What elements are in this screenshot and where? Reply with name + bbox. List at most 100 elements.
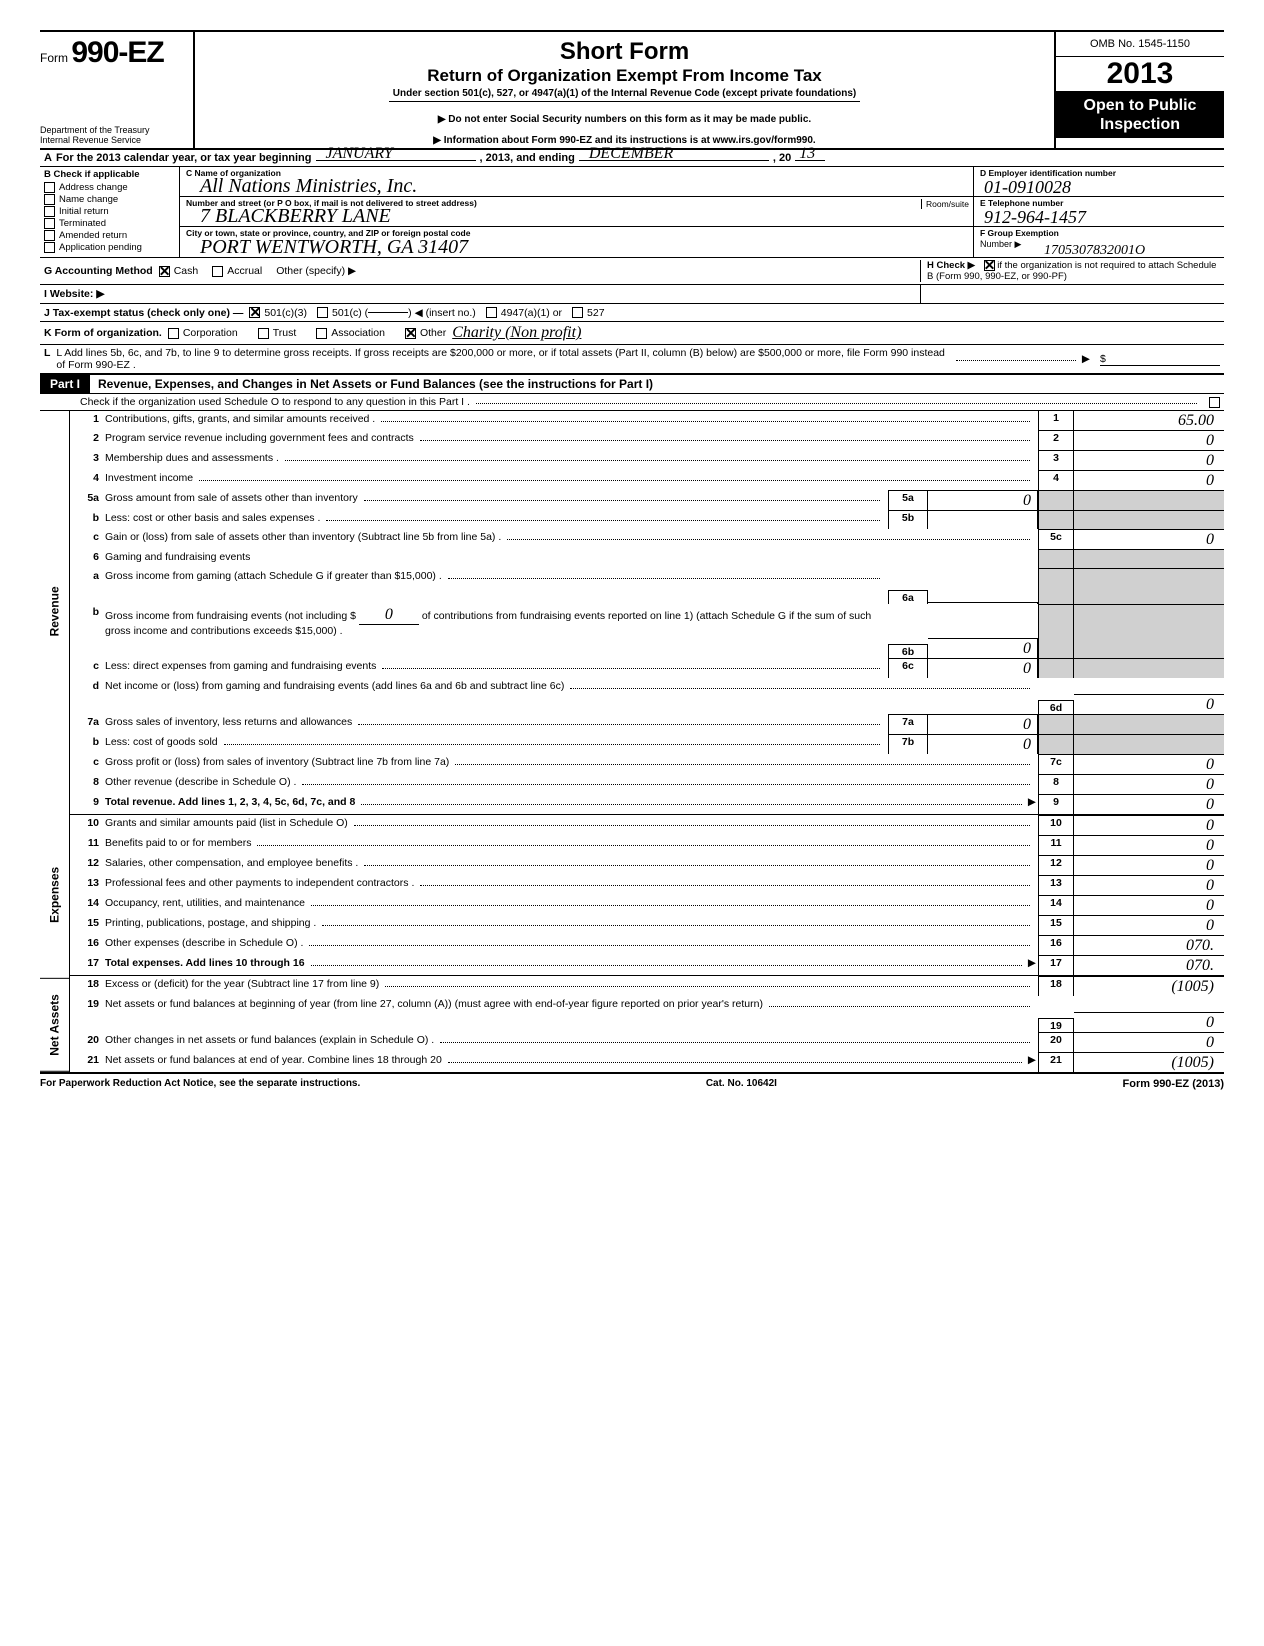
line-21-val[interactable]: (1005) [1074, 1052, 1224, 1072]
phone-field[interactable]: E Telephone number 912-964-1457 [974, 197, 1224, 227]
line-19: 19 Net assets or fund balances at beginn… [70, 996, 1224, 1032]
line-14-desc: Occupancy, rent, utilities, and maintena… [105, 897, 305, 909]
line-4-val[interactable]: 0 [1074, 470, 1224, 490]
tax-year-end[interactable]: DECEMBER [589, 145, 673, 163]
line-7b-mv[interactable]: 0 [928, 734, 1038, 754]
line-3-rnum: 3 [1038, 450, 1074, 470]
line-1-val[interactable]: 65.00 [1074, 411, 1224, 430]
line-l-gross-receipts: L L Add lines 5b, 6c, and 7b, to line 9 … [40, 345, 1224, 373]
line-10-val[interactable]: 0 [1074, 815, 1224, 835]
line-5a-mn: 5a [888, 490, 928, 510]
department-block: Department of the Treasury Internal Reve… [40, 126, 187, 146]
part1-tag: Part I [40, 375, 90, 393]
line-17: 17 Total expenses. Add lines 10 through … [70, 955, 1224, 976]
ein-field[interactable]: D Employer identification number 01-0910… [974, 167, 1224, 197]
line-5c-desc: Gain or (loss) from sale of assets other… [105, 531, 501, 543]
line-11-val[interactable]: 0 [1074, 835, 1224, 855]
line-6c-mv[interactable]: 0 [928, 658, 1038, 678]
chk-association[interactable] [316, 328, 327, 339]
line-i-website[interactable]: I Website: ▶ [40, 285, 1224, 304]
line-5a-rvshade [1074, 490, 1224, 510]
line-15-val[interactable]: 0 [1074, 915, 1224, 935]
line-17-rnum: 17 [1038, 955, 1074, 975]
line-6-rshade [1038, 549, 1074, 568]
chk-pending[interactable]: Application pending [44, 242, 175, 253]
group-exemption-field[interactable]: F Group Exemption Number ▶ 1705307832001… [974, 227, 1224, 257]
org-name-field[interactable]: C Name of organization All Nations Minis… [180, 167, 973, 197]
line-11-rnum: 11 [1038, 835, 1074, 855]
line-21-num: 21 [70, 1052, 105, 1072]
line-12-rnum: 12 [1038, 855, 1074, 875]
lbl-4947: 4947(a)(1) or [501, 307, 562, 319]
line-5a-mv[interactable]: 0 [928, 490, 1038, 510]
chk-527[interactable] [572, 307, 583, 318]
chk-501c3[interactable] [249, 307, 260, 318]
line-19-val[interactable]: 0 [1074, 1012, 1224, 1032]
chk-cash[interactable] [159, 266, 170, 277]
line-6d-val[interactable]: 0 [1074, 694, 1224, 714]
org-city-field[interactable]: City or town, state or province, country… [180, 227, 973, 257]
line-5c-val[interactable]: 0 [1074, 529, 1224, 549]
tax-year-yy[interactable]: 13 [799, 145, 815, 163]
line-16-val[interactable]: 070. [1074, 935, 1224, 955]
line-8-val[interactable]: 0 [1074, 774, 1224, 794]
org-address-value: 7 BLACKBERRY LANE [200, 205, 391, 228]
year-prefix: 20 [1107, 57, 1140, 90]
other-org-value[interactable]: Charity (Non profit) [452, 324, 581, 342]
chk-address-change[interactable]: Address change [44, 182, 175, 193]
line-13-val[interactable]: 0 [1074, 875, 1224, 895]
line-14-val[interactable]: 0 [1074, 895, 1224, 915]
line-2-val[interactable]: 0 [1074, 430, 1224, 450]
line-16: 16 Other expenses (describe in Schedule … [70, 935, 1224, 955]
l-amount-field[interactable]: $ [1100, 353, 1220, 366]
chk-schedule-o[interactable] [1209, 397, 1220, 408]
line-7c: c Gross profit or (loss) from sales of i… [70, 754, 1224, 774]
chk-other-org[interactable] [405, 328, 416, 339]
line-17-val[interactable]: 070. [1074, 955, 1224, 975]
line-6b-contrib[interactable]: 0 [385, 606, 393, 623]
chk-terminated[interactable]: Terminated [44, 218, 175, 229]
chk-initial-return[interactable]: Initial return [44, 206, 175, 217]
line-6b-mv[interactable]: 0 [928, 638, 1038, 658]
chk-corporation[interactable] [168, 328, 179, 339]
k-label: K Form of organization. [44, 327, 162, 339]
line-2: 2 Program service revenue including gove… [70, 430, 1224, 450]
line-12-val[interactable]: 0 [1074, 855, 1224, 875]
line-3-desc: Membership dues and assessments . [105, 452, 279, 464]
chk-amended[interactable]: Amended return [44, 230, 175, 241]
org-address-field[interactable]: Number and street (or P O box, if mail i… [180, 197, 973, 227]
part1-header: Part I Revenue, Expenses, and Changes in… [40, 373, 1224, 394]
line-5b: b Less: cost or other basis and sales ex… [70, 510, 1224, 529]
line-3-val[interactable]: 0 [1074, 450, 1224, 470]
line-13-rnum: 13 [1038, 875, 1074, 895]
col-de: D Employer identification number 01-0910… [974, 167, 1224, 257]
line-5b-mv[interactable] [928, 510, 1038, 529]
line-10-desc: Grants and similar amounts paid (list in… [105, 817, 348, 829]
line-9-val[interactable]: 0 [1074, 794, 1224, 814]
i-label: I Website: ▶ [44, 288, 104, 300]
chk-name-change[interactable]: Name change [44, 194, 175, 205]
group-exemption-value: 1705307832001O [1044, 243, 1145, 259]
line-6a-mv[interactable] [928, 602, 1038, 604]
line-20-val[interactable]: 0 [1074, 1032, 1224, 1052]
line-7c-val[interactable]: 0 [1074, 754, 1224, 774]
chk-trust[interactable] [258, 328, 269, 339]
line-7a-rshade [1038, 714, 1074, 734]
line-6a-rvshade [1074, 568, 1224, 604]
line-7b: b Less: cost of goods sold 7b 0 [70, 734, 1224, 754]
footer-right: Form 990-EZ (2013) [1123, 1078, 1224, 1090]
line-13-desc: Professional fees and other payments to … [105, 877, 414, 889]
label-a: A [44, 152, 52, 164]
chk-schedule-b[interactable] [984, 260, 995, 271]
line-7a-mv[interactable]: 0 [928, 714, 1038, 734]
line-6c-rshade [1038, 658, 1074, 678]
line-18-val[interactable]: (1005) [1074, 976, 1224, 996]
chk-accrual[interactable] [212, 266, 223, 277]
chk-501c[interactable] [317, 307, 328, 318]
block-bcde: B Check if applicable Address change Nam… [40, 167, 1224, 258]
l-dollar: $ [1100, 353, 1106, 365]
line-9-num: 9 [70, 794, 105, 814]
tax-year-begin[interactable]: JANUARY [326, 145, 393, 163]
chk-4947[interactable] [486, 307, 497, 318]
lbl-trust: Trust [273, 327, 297, 339]
